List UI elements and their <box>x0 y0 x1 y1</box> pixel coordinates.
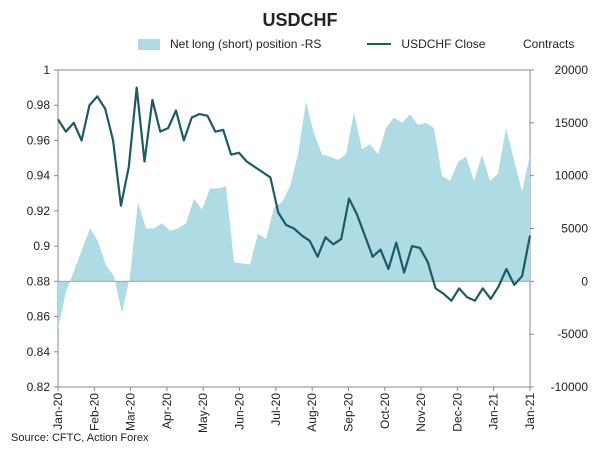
x-axis-tick-label: Jul-20 <box>269 393 283 426</box>
x-axis-tick-label: Mar-20 <box>124 393 138 431</box>
series-usdchf-line <box>57 86 532 302</box>
left-axis-tick-label: 0.86 <box>27 310 51 324</box>
x-axis-tick-label: Sep-20 <box>341 393 355 432</box>
right-axis-tick-label: -5000 <box>557 327 588 341</box>
x-axis-tick-label: Jun-20 <box>233 393 247 430</box>
chart-legend: Net long (short) position -RS USDCHF Clo… <box>138 37 485 51</box>
x-axis-tick-label: Feb-20 <box>87 393 101 431</box>
left-axis-tick-label: 0.96 <box>27 133 51 147</box>
left-axis-tick-label: 1 <box>43 63 50 77</box>
left-axis-tick-label: 0.98 <box>27 98 51 112</box>
series-net-position-area <box>58 101 530 329</box>
right-axis-units: Contracts <box>523 37 575 51</box>
left-axis-tick-label: 0.92 <box>27 204 51 218</box>
legend-swatch-net-position <box>138 38 160 50</box>
x-axis-tick-label: Aug-20 <box>305 393 319 432</box>
right-axis-tick-label: 0 <box>581 274 588 288</box>
source-note: Source: CFTC, Action Forex <box>11 432 149 444</box>
x-axis-tick-label: Jan-21 <box>523 393 537 430</box>
x-axis-tick-label: Oct-20 <box>378 393 392 429</box>
x-axis-tick-label: Nov-20 <box>414 393 428 432</box>
left-axis-tick-label: 0.9 <box>33 239 50 253</box>
right-axis-tick-label: -10000 <box>551 380 589 394</box>
left-axis-tick-label: 0.82 <box>27 380 51 394</box>
x-axis-tick-label: Dec-20 <box>450 393 464 432</box>
legend-label-net-position: Net long (short) position -RS <box>170 37 322 51</box>
right-axis-tick-label: 15000 <box>555 116 589 130</box>
right-axis-tick-label: 20000 <box>555 63 589 77</box>
legend-swatch-usdchf <box>367 43 392 45</box>
x-axis-tick-label: May-20 <box>196 393 210 433</box>
x-axis-tick-label: Apr-20 <box>160 393 174 429</box>
x-axis-tick-label: Jan-21 <box>487 393 501 430</box>
left-axis-tick-label: 0.88 <box>27 274 51 288</box>
chart-title: USDCHF <box>262 10 338 30</box>
left-axis-tick-label: 0.94 <box>27 169 51 183</box>
right-axis-tick-label: 5000 <box>561 222 588 236</box>
legend-label-usdchf: USDCHF Close <box>401 37 486 51</box>
right-axis-tick-label: 10000 <box>555 169 589 183</box>
x-axis-tick-label: Jan-20 <box>51 393 65 430</box>
left-axis-tick-label: 0.84 <box>27 345 51 359</box>
